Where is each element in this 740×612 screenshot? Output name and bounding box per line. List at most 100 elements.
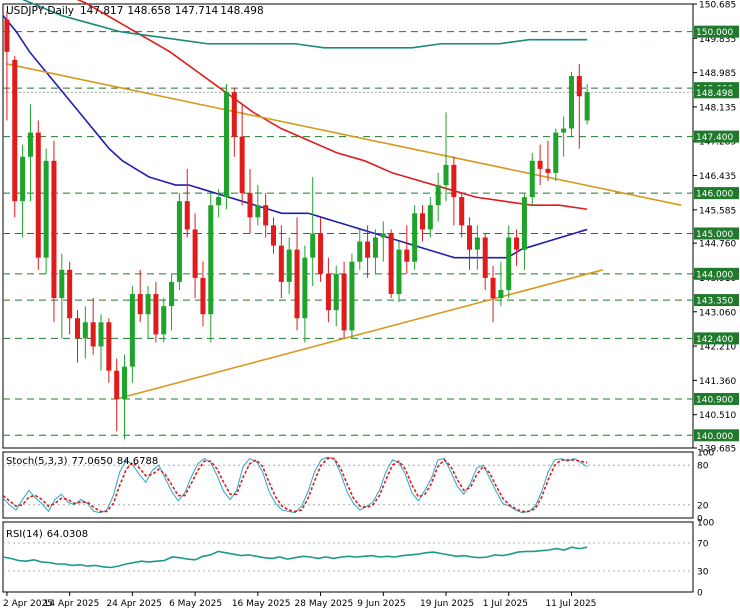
candle-body (263, 205, 269, 226)
candle-body (537, 160, 543, 169)
panel-border (2, 451, 694, 519)
level-label-box (694, 392, 739, 405)
candle-body (184, 201, 190, 230)
level-label: 140.000 (696, 432, 733, 442)
x-tick-label: 14 Apr 2025 (44, 599, 100, 609)
candle-body (459, 197, 465, 226)
y-tick-label: 141.360 (699, 377, 736, 387)
x-tick-label: 1 Jul 2025 (483, 599, 528, 609)
candle-body (365, 241, 371, 258)
candle-body (333, 273, 339, 311)
y-tick-label: 147.285 (699, 138, 736, 148)
candle-body (443, 164, 449, 186)
main-price-panel: 150.685 149.835 148.985 148.135 147.285 146.4… (2, 0, 739, 455)
level-label-box (694, 227, 739, 240)
x-tick-label: 16 May 2025 (232, 599, 291, 609)
stoch-title: Stoch(5,3,3) 77.0650 84.6788 (6, 456, 158, 467)
candle-body (231, 92, 237, 137)
candle-body (145, 294, 151, 315)
candle-body (341, 273, 347, 331)
candle-body (372, 237, 378, 258)
candle-body (12, 59, 18, 202)
candle-body (74, 318, 80, 339)
level-label: 143.350 (696, 297, 733, 307)
y-tick-label: 142.210 (699, 343, 736, 353)
candle-body (584, 92, 590, 121)
y-tick-label: 144.760 (699, 240, 736, 250)
y-tick-label: 146.435 (699, 172, 736, 182)
candle-body (98, 322, 104, 347)
indicator-line (2, 457, 588, 513)
rsi-title: RSI(14) 64.0308 (6, 529, 88, 540)
x-tick-label: 9 Jun 2025 (357, 599, 405, 609)
candle-body (521, 197, 527, 250)
x-tick-label: 11 Jul 2025 (545, 599, 596, 609)
candle-body (568, 76, 574, 129)
x-tick-label: 24 Apr 2025 (106, 599, 162, 609)
y-tick-label: 150.685 (699, 1, 736, 11)
candle-body (278, 245, 284, 282)
y-tick-label: 80 (697, 462, 709, 472)
candle-body (161, 306, 167, 335)
y-tick-label: 30 (697, 568, 709, 578)
candle-body (325, 273, 331, 311)
candle-body (396, 249, 402, 295)
candle-body (35, 132, 41, 258)
candle-body (153, 294, 159, 335)
panel-border (2, 3, 694, 449)
candle-body (506, 237, 512, 290)
candle-body (412, 213, 418, 262)
candle-body (380, 233, 386, 238)
main-title: USDJPY,Daily 147.817 148.658 147.714 148.498 (6, 5, 264, 17)
candle-body (357, 241, 363, 262)
candle-body (51, 160, 57, 299)
candle-body (451, 164, 457, 198)
candle-body (576, 76, 582, 97)
candle-body (467, 225, 473, 250)
candle-body (302, 257, 308, 319)
y-tick-label: 100 (697, 449, 714, 459)
candle-body (318, 233, 324, 274)
y-tick-label: 140.510 (699, 411, 736, 421)
candle-body (349, 261, 355, 331)
level-label-box (694, 187, 739, 200)
y-tick-label: 148.985 (699, 69, 736, 79)
candle-body (427, 205, 433, 230)
y-tick-label: 100 (697, 519, 714, 529)
x-tick-label: 28 May 2025 (295, 599, 354, 609)
candle-body (514, 237, 520, 250)
candle-body (474, 237, 480, 250)
candle-body (169, 281, 175, 307)
level-label: 147.400 (696, 133, 733, 143)
y-tick-label: 145.585 (699, 206, 736, 216)
level-label-box (694, 429, 739, 442)
candle-body (545, 168, 551, 173)
moving-average-line (76, 0, 588, 211)
level-label: 142.400 (696, 335, 733, 345)
x-tick-label: 6 May 2025 (169, 599, 222, 609)
trend-line (6, 63, 682, 206)
y-tick-label: 0 (697, 515, 703, 525)
candle-body (90, 322, 96, 347)
level-label-box (694, 294, 739, 307)
candle-body (286, 249, 292, 282)
candle-body (529, 160, 535, 198)
y-tick-label: 148.135 (699, 103, 736, 113)
level-label: 150.000 (696, 28, 733, 38)
level-label: 145.000 (696, 230, 733, 240)
y-tick-label: 70 (697, 540, 709, 550)
candle-body (388, 233, 394, 295)
candle-body (43, 160, 49, 258)
candle-body (271, 225, 277, 246)
level-label: 146.000 (696, 190, 733, 200)
candle-body (561, 128, 567, 133)
candle-body (294, 249, 300, 319)
candle-body (419, 213, 425, 230)
candle-body (176, 201, 182, 282)
candle-body (82, 322, 88, 339)
indicator-line (2, 456, 588, 514)
candle-body (223, 92, 229, 198)
candle-body (239, 136, 245, 194)
